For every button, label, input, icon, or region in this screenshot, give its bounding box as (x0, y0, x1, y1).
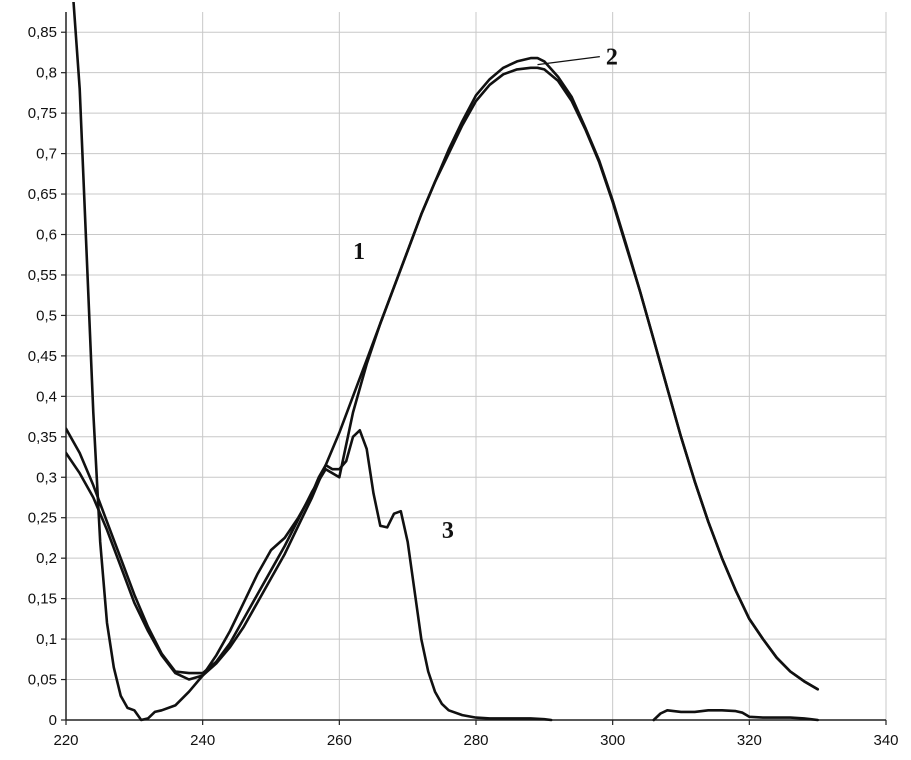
y-tick-label: 0,3 (36, 469, 57, 486)
y-tick-label: 0,4 (36, 388, 57, 405)
y-tick-label: 0,85 (28, 24, 57, 41)
grid (65, 12, 887, 721)
y-tick-label: 0,05 (28, 672, 57, 689)
y-tick-label: 0,65 (28, 186, 57, 203)
y-tick-label: 0,35 (28, 429, 57, 446)
y-tick-label: 0,45 (28, 348, 57, 365)
y-tick-label: 0,8 (36, 65, 57, 82)
x-tick-label: 220 (53, 732, 78, 749)
axes: 220 240 260 280 300 320 340 0 0,05 0,1 0,15 0,2 0,25… (28, 12, 899, 749)
series-line-segment-3 (652, 709, 819, 722)
y-tick-label: 0,55 (28, 267, 57, 284)
curve-labels: 1 2 3 (353, 45, 618, 544)
x-tick-label: 260 (327, 732, 352, 749)
y-tick-label: 0 (49, 712, 57, 729)
y-tick-label: 0,75 (28, 105, 57, 122)
series-lines (66, 2, 819, 722)
curve-label-2: 2 (606, 45, 618, 71)
y-tick-label: 0,15 (28, 591, 57, 608)
y-tick-label: 0,25 (28, 510, 57, 527)
series-line-2 (66, 56, 819, 691)
label-2-leader-line (537, 55, 600, 66)
curve-label-3: 3 (442, 518, 454, 544)
x-tick-label: 300 (600, 732, 625, 749)
y-tick-label: 0,7 (36, 146, 57, 163)
curve-label-1: 1 (353, 239, 365, 265)
y-tick-label: 0,1 (36, 631, 57, 648)
series-line-3 (72, 2, 553, 722)
y-tick-label: 0,2 (36, 550, 57, 567)
series-line-1 (66, 66, 819, 691)
y-tick-label: 0,5 (36, 307, 57, 324)
x-tick-label: 320 (737, 732, 762, 749)
x-tick-label: 340 (873, 732, 898, 749)
x-tick-label: 280 (463, 732, 488, 749)
x-tick-label: 240 (190, 732, 215, 749)
y-tick-label: 0,6 (36, 227, 57, 244)
